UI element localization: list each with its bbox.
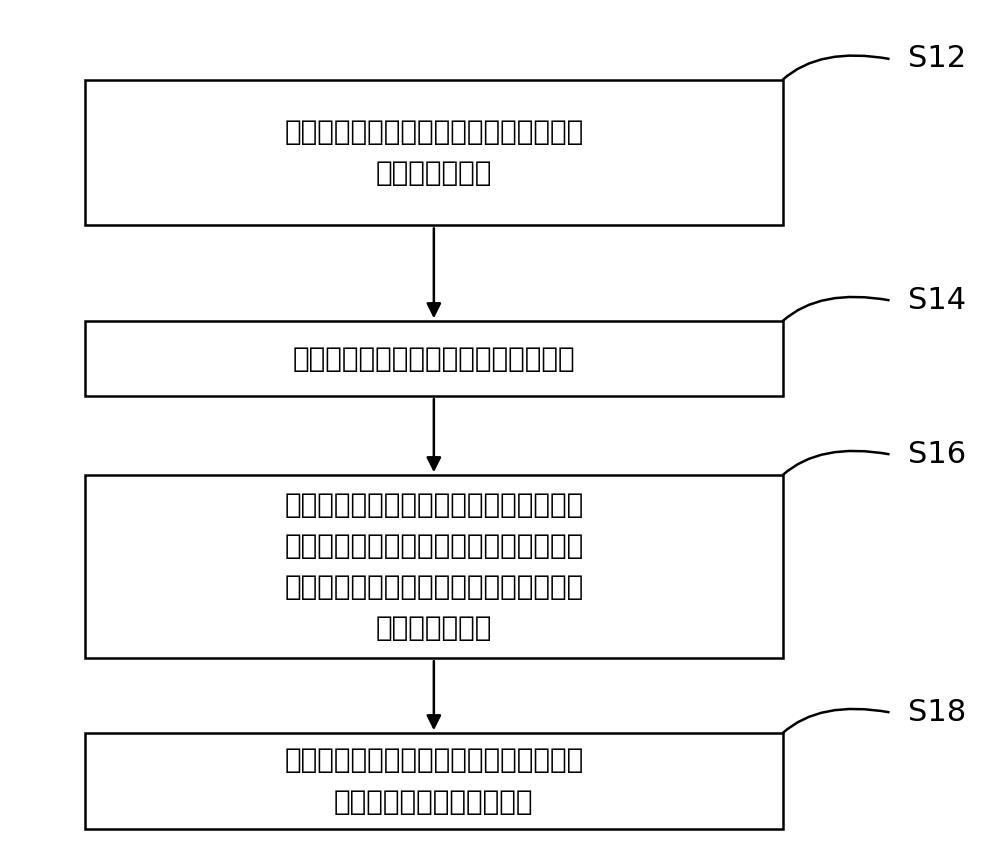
Text: 将所述多业务数字分布系统的当前上行底
噪衰减值更新为所述目标值: 将所述多业务数字分布系统的当前上行底 噪衰减值更新为所述目标值 xyxy=(284,746,583,816)
Text: S12: S12 xyxy=(908,44,966,74)
Bar xyxy=(85,321,783,396)
Text: S16: S16 xyxy=(908,440,966,469)
Text: 根据所述多业务远端单元的所述数量设定
值和所述在位数量值，查找预设衰减表，
获取所述多业务数字分布系统的上行底噪
衰减值的目标值: 根据所述多业务远端单元的所述数量设定 值和所述在位数量值，查找预设衰减表， 获取… xyxy=(284,491,583,642)
Text: S14: S14 xyxy=(908,286,966,315)
Bar xyxy=(85,80,783,225)
Bar xyxy=(85,475,783,658)
Text: 获取所述多业务远端单元的在位数量值: 获取所述多业务远端单元的在位数量值 xyxy=(293,344,575,373)
Bar xyxy=(85,733,783,829)
Text: S18: S18 xyxy=(908,698,966,727)
Text: 获取多业务数字分布系统的多业务远端单
元的数量设定值: 获取多业务数字分布系统的多业务远端单 元的数量设定值 xyxy=(284,118,583,187)
